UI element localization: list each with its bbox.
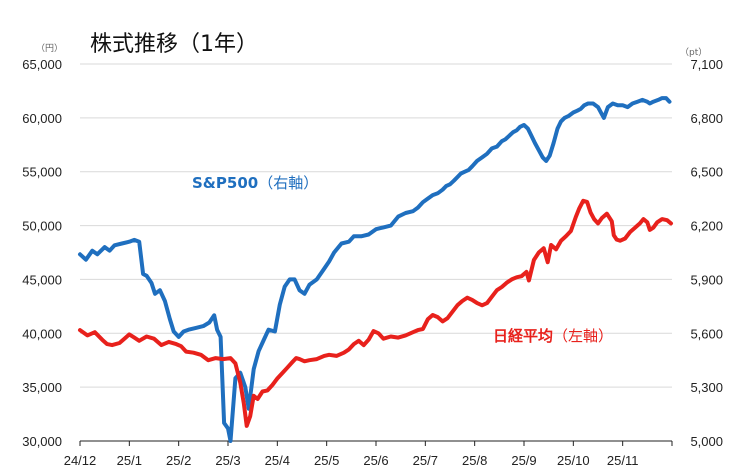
x-tick-label: 24/12 [64, 453, 97, 468]
right-tick-label: 6,800 [690, 111, 723, 126]
right-tick-label: 7,100 [690, 57, 723, 72]
sp500-series-label: S&P500（右軸） [192, 174, 318, 192]
nikkei-series-name: 日経平均 [493, 327, 553, 345]
x-tick-label: 25/2 [166, 453, 191, 468]
x-tick-label: 25/7 [413, 453, 438, 468]
left-tick-label: 30,000 [22, 434, 62, 449]
right-axis-ticks: 5,000 5,300 5,600 5,900 6,200 6,500 6,800 7,100 [690, 57, 723, 449]
right-tick-label: 5,600 [690, 326, 723, 341]
right-tick-label: 5,300 [690, 380, 723, 395]
x-tick-label: 25/11 [607, 453, 639, 468]
left-tick-label: 60,000 [22, 111, 62, 126]
left-axis-ticks: 30,000 35,000 40,000 45,000 50,000 55,000 60,0… [22, 57, 62, 449]
left-tick-label: 40,000 [22, 326, 62, 341]
x-tick-label: 25/8 [462, 453, 487, 468]
right-tick-label: 5,000 [690, 434, 723, 449]
left-tick-label: 45,000 [22, 272, 62, 287]
x-tick-label: 25/9 [511, 453, 536, 468]
nikkei-line [78, 198, 673, 428]
nikkei-axis-note: （左軸） [553, 327, 613, 345]
left-tick-label: 65,000 [22, 57, 62, 72]
x-tick-label: 25/3 [215, 453, 240, 468]
left-tick-label: 55,000 [22, 165, 62, 180]
x-tick-label: 25/10 [557, 453, 590, 468]
right-tick-label: 6,200 [690, 219, 723, 234]
x-tick-label: 25/4 [265, 453, 290, 468]
x-axis-ticks: 24/12 25/1 25/2 25/3 25/4 25/5 25/6 25/7 25/8 25/… [64, 441, 673, 468]
x-tick-label: 25/1 [117, 453, 142, 468]
x-tick-label: 25/5 [314, 453, 339, 468]
nikkei-series-label: 日経平均（左軸） [493, 327, 613, 345]
sp500-axis-note: （右軸） [258, 174, 318, 192]
sp500-line [78, 96, 672, 443]
chart-title: 株式推移（1年） [90, 32, 258, 57]
left-tick-label: 35,000 [22, 380, 62, 395]
x-tick-label: 25/6 [363, 453, 388, 468]
left-axis-unit: （円） [36, 43, 63, 54]
right-axis-unit: （pt） [680, 47, 707, 58]
right-tick-label: 6,500 [690, 165, 723, 180]
left-tick-label: 50,000 [22, 219, 62, 234]
right-tick-label: 5,900 [690, 272, 723, 287]
sp500-series-name: S&P500 [192, 174, 258, 192]
